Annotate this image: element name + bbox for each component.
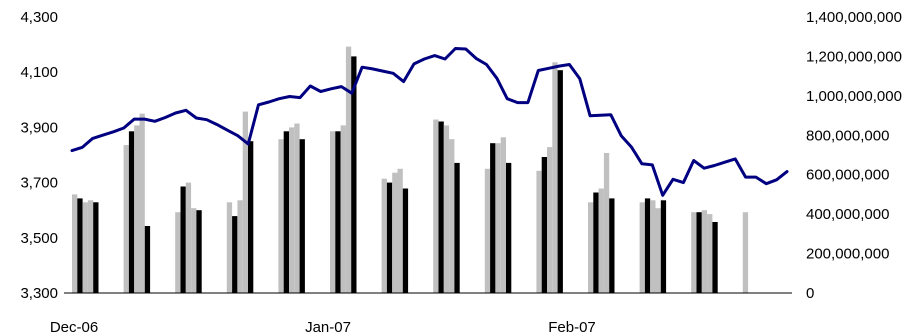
volume-bar	[506, 162, 512, 293]
volume-bar	[196, 210, 202, 293]
volume-bar	[541, 157, 547, 293]
x-tick-label: Feb-07	[548, 319, 596, 336]
right-tick-label: 800,000,000	[806, 127, 889, 144]
volume-bar	[289, 127, 295, 294]
left-tick-label: 3,900	[20, 119, 58, 136]
volume-bar	[742, 212, 749, 293]
x-tick-label: Jan-07	[305, 319, 351, 336]
right-tick-label: 600,000,000	[806, 167, 889, 184]
volume-bar	[454, 162, 460, 293]
volume-bar	[696, 212, 702, 293]
volume-bar	[650, 200, 656, 293]
volume-bar	[87, 200, 94, 293]
right-tick-label: 1,200,000,000	[806, 48, 902, 65]
right-tick-label: 0	[806, 285, 814, 302]
volume-bar	[433, 119, 439, 293]
volume-bar	[712, 222, 718, 293]
volume-bar	[248, 141, 254, 293]
volume-bar	[93, 202, 99, 293]
volume-bar	[397, 168, 403, 293]
left-axis-ticks: 3,300 3,500 3,700 3,900 4,100 4,300	[20, 9, 58, 302]
volume-bar	[691, 212, 697, 293]
volume-bar	[557, 70, 563, 293]
volume-bar	[547, 147, 553, 293]
volume-bar	[438, 121, 444, 293]
volume-bar	[278, 139, 284, 293]
left-tick-label: 3,700	[20, 175, 58, 192]
volume-bar	[500, 137, 506, 293]
x-axis-ticks: Dec-06 Jan-07 Feb-07	[50, 319, 596, 336]
index-line	[70, 47, 789, 197]
volume-bar	[237, 200, 243, 293]
volume-bar	[134, 125, 140, 294]
volume-bar	[139, 113, 145, 293]
volume-bar	[185, 182, 192, 293]
right-tick-label: 400,000,000	[806, 206, 889, 223]
volume-bar	[701, 210, 708, 293]
right-tick-label: 1,000,000,000	[806, 88, 902, 105]
volume-bar	[294, 123, 300, 293]
volume-bar	[484, 168, 491, 293]
right-tick-label: 200,000,000	[806, 246, 889, 263]
volume-bar	[226, 202, 233, 293]
right-tick-label: 1,400,000,000	[806, 9, 902, 26]
left-tick-label: 4,300	[20, 9, 58, 26]
volume-bar	[128, 131, 135, 293]
volume-bar	[655, 208, 661, 293]
volume-bar	[402, 188, 409, 293]
volume-bar	[345, 46, 352, 293]
volume-bar	[144, 226, 151, 293]
volume-bar	[82, 202, 88, 293]
volume-bar	[598, 188, 604, 293]
volume-bar	[386, 182, 393, 293]
volume-bar	[381, 178, 387, 293]
volume-bar	[191, 208, 197, 293]
volume-bar	[490, 143, 496, 293]
volume-bar	[593, 192, 599, 293]
volume-bar	[552, 62, 558, 293]
volume-bar	[299, 139, 305, 293]
volume-bar	[707, 214, 713, 293]
volume-bar	[639, 202, 645, 293]
volume-bar	[175, 212, 181, 293]
volume-bar	[609, 198, 615, 293]
volume-bar	[392, 172, 398, 293]
volume-bar	[180, 186, 186, 293]
volume-bar	[232, 216, 238, 293]
bars-layer	[72, 46, 749, 294]
volume-bar	[644, 198, 651, 293]
volume-bar	[660, 200, 667, 293]
volume-bar	[242, 111, 248, 293]
volume-bar	[603, 153, 610, 293]
volume-bar	[330, 131, 336, 293]
volume-bar	[283, 131, 289, 293]
volume-bar	[335, 131, 341, 293]
volume-bar	[449, 139, 455, 293]
volume-bar	[340, 125, 346, 294]
volume-bar	[351, 56, 357, 294]
left-tick-label: 3,500	[20, 230, 58, 247]
left-tick-label: 4,100	[20, 64, 58, 81]
volume-bar	[123, 145, 129, 293]
volume-bar	[495, 143, 501, 293]
volume-bar	[443, 125, 450, 294]
volume-bar	[536, 170, 542, 293]
left-tick-label: 3,300	[20, 285, 58, 302]
volume-bar	[77, 198, 83, 293]
volume-bar	[72, 194, 78, 293]
x-tick-label: Dec-06	[50, 319, 98, 336]
right-axis-ticks: 0 200,000,000 400,000,000 600,000,000 800,00…	[806, 9, 902, 302]
volume-bar	[588, 202, 594, 293]
